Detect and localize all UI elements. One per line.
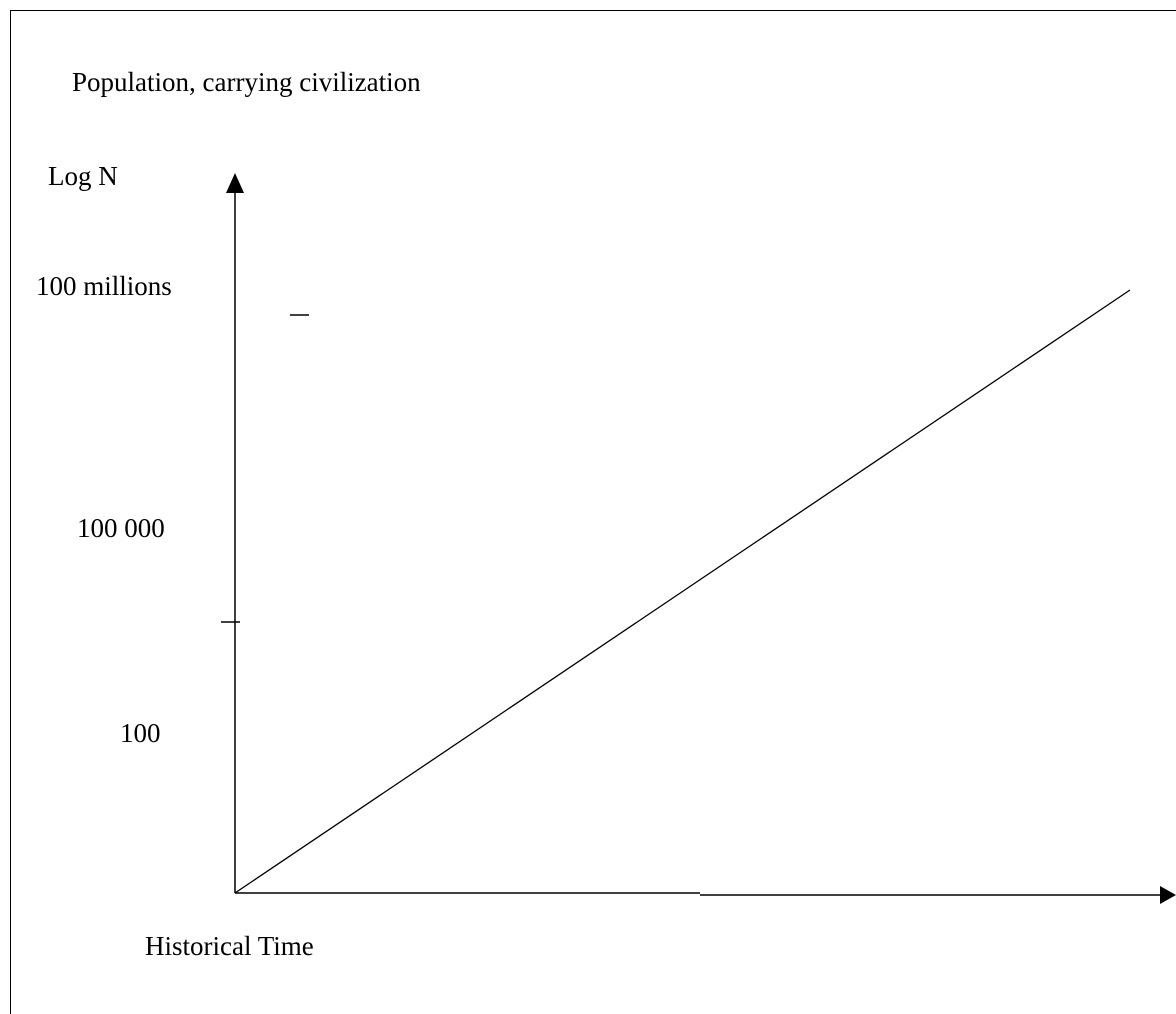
x-axis-label: Historical Time [145,931,314,961]
x-axis-arrowhead [1160,886,1176,904]
y-axis-arrowhead [226,173,244,193]
y-axis-label: Log N [48,161,118,191]
series-line-0 [234,289,1131,894]
y-tick-label-100-000: 100 000 [77,513,165,543]
y-tick-label-100: 100 [120,718,161,748]
chart-title: Population, carrying civilization [72,67,421,97]
y-tick-label-100-millions: 100 millions [36,271,172,301]
series-layer [234,289,1131,894]
chart-frame [10,10,1176,1014]
